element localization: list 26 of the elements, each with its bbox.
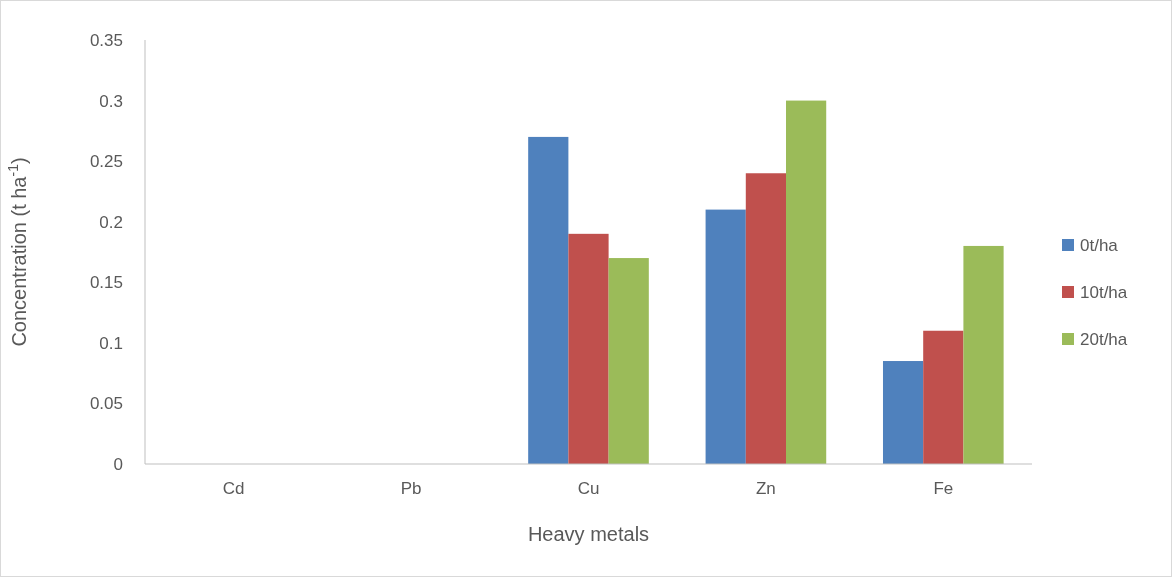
x-tick-label: Cd	[222, 479, 245, 498]
y-tick-label: 0.25	[89, 152, 123, 172]
bar	[528, 136, 569, 464]
bar	[608, 258, 649, 464]
y-tick-label: 0.15	[89, 273, 123, 293]
bar	[882, 361, 924, 464]
x-axis-title: Heavy metals	[527, 523, 650, 545]
x-tick-label: Pb	[400, 479, 422, 498]
y-tick-label: 0.05	[89, 394, 123, 414]
x-tick-label: Cu	[577, 479, 600, 498]
x-tick-label: Zn	[755, 479, 776, 498]
y-tick-label: 0.1	[99, 333, 123, 353]
legend-label: 0t/ha	[1080, 235, 1119, 255]
bar	[705, 209, 746, 464]
bar	[745, 173, 787, 464]
legend-label: 10t/ha	[1080, 282, 1128, 302]
y-tick-label: 0.2	[99, 212, 123, 232]
bar	[568, 233, 609, 464]
y-tick-label: 0	[113, 454, 123, 474]
y-tick-label: 0.3	[99, 91, 123, 111]
legend-label: 20t/ha	[1080, 329, 1128, 349]
x-tick-label: Fe	[933, 479, 954, 498]
bar	[786, 100, 827, 464]
y-tick-label: 0.35	[89, 30, 123, 50]
bar	[923, 330, 964, 464]
bar	[963, 245, 1004, 464]
